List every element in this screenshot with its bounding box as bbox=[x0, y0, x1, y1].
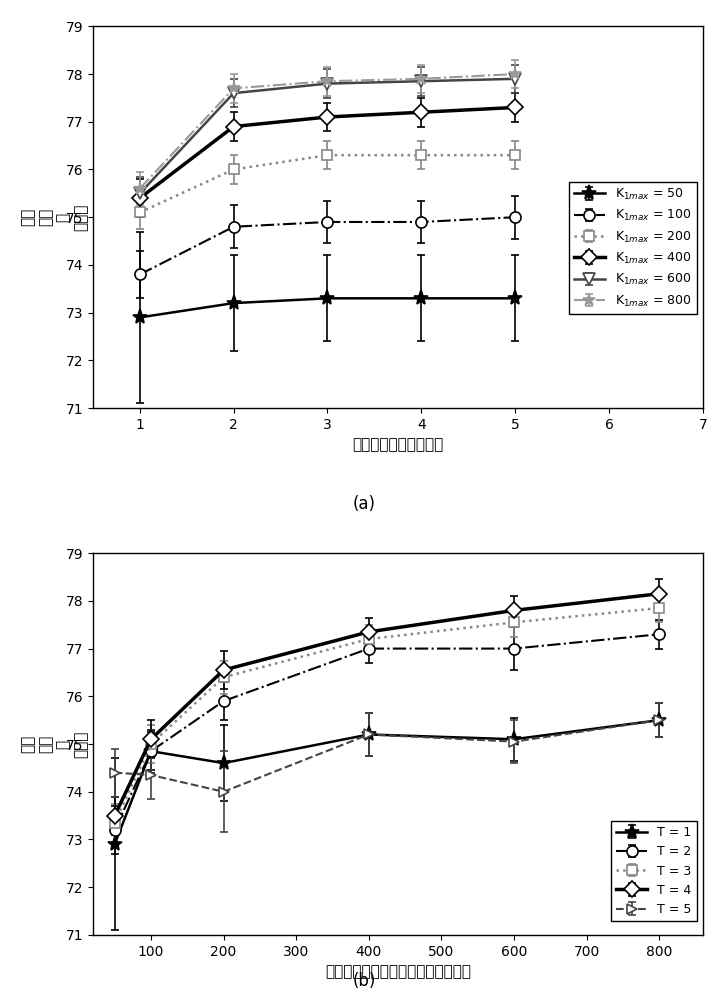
X-axis label: 所有子网络第一个隐层维度的最大值: 所有子网络第一个隐层维度的最大值 bbox=[325, 964, 471, 979]
Text: (b): (b) bbox=[352, 972, 376, 990]
Text: (a): (a) bbox=[352, 495, 376, 513]
Y-axis label: 分类
正确
率
（％）: 分类 正确 率 （％） bbox=[21, 204, 88, 231]
X-axis label: 当前子网络的网络层数: 当前子网络的网络层数 bbox=[352, 437, 443, 452]
Y-axis label: 分类
正确
率
（％）: 分类 正确 率 （％） bbox=[21, 730, 88, 758]
Legend: T = 1, T = 2, T = 3, T = 4, T = 5: T = 1, T = 2, T = 3, T = 4, T = 5 bbox=[611, 821, 697, 921]
Legend: K$_{1max}$ = 50, K$_{1max}$ = 100, K$_{1max}$ = 200, K$_{1max}$ = 400, K$_{1max}: K$_{1max}$ = 50, K$_{1max}$ = 100, K$_{1… bbox=[569, 182, 697, 314]
